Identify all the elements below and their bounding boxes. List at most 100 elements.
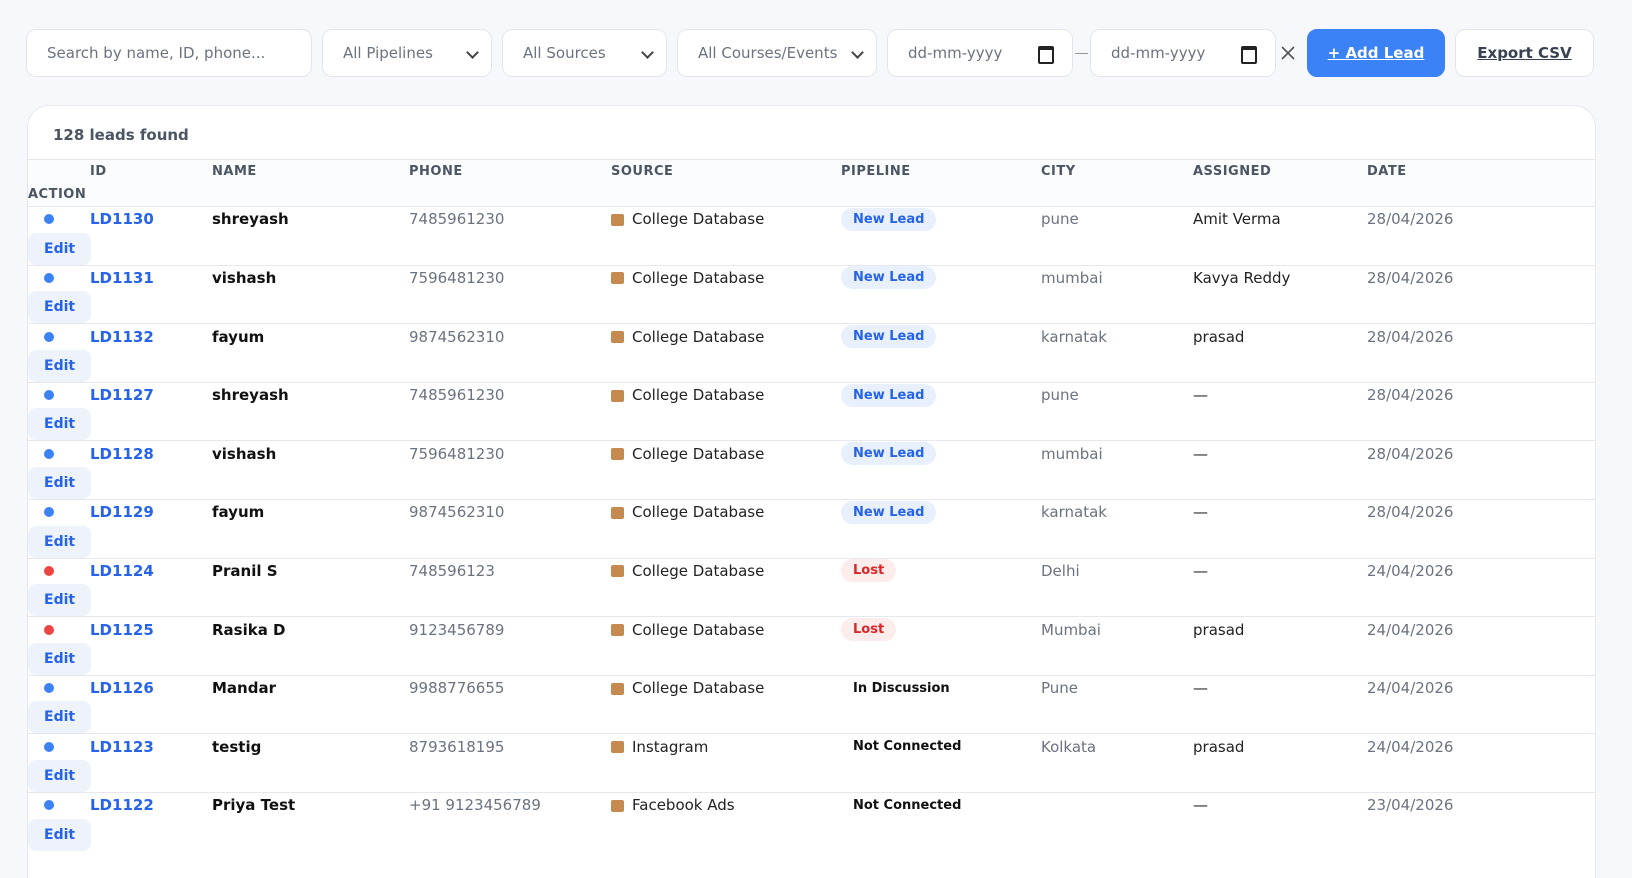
lead-id[interactable]: LD1125 — [90, 620, 154, 639]
assigned: Amit Verma — [1193, 210, 1281, 229]
search-input[interactable]: Search by name, ID, phone... — [26, 29, 312, 77]
lead-row: LD1132 fayum 9874562310 College Database New… — [28, 323, 1595, 383]
pipeline-select[interactable]: All Pipelines — [322, 29, 492, 77]
source-icon — [611, 331, 624, 344]
edit-button[interactable]: Edit — [28, 349, 92, 382]
phone: 9988776655 — [409, 679, 505, 698]
date: 28/04/2026 — [1367, 210, 1454, 229]
lead-id[interactable]: LD1127 — [90, 386, 154, 405]
source-icon — [611, 389, 624, 402]
column-header: CITY — [1041, 164, 1076, 179]
select-label: All Sources — [523, 44, 606, 62]
phone: 7596481230 — [409, 444, 505, 463]
edit-button[interactable]: Edit — [28, 818, 92, 851]
pipeline-cell: In Discussion — [841, 677, 1041, 700]
city: mumbai — [1041, 444, 1103, 463]
column-header: SOURCE — [611, 164, 674, 179]
pipeline-badge: In Discussion — [853, 680, 950, 696]
source-text: College Database — [632, 561, 765, 580]
source-icon — [611, 213, 624, 226]
lead-id[interactable]: LD1124 — [90, 561, 154, 580]
source: College Database — [611, 621, 841, 639]
lead-id[interactable]: LD1130 — [90, 210, 154, 229]
clear-dates[interactable] — [1280, 45, 1296, 61]
date-to[interactable]: dd-mm-yyyy — [1090, 29, 1276, 77]
assigned: prasad — [1193, 327, 1245, 346]
lead-name: vishash — [212, 268, 277, 287]
action-cell: Edit — [28, 701, 92, 734]
assigned: — — [1193, 561, 1208, 580]
edit-button[interactable]: Edit — [28, 760, 92, 793]
lead-row: LD1127 shreyash 7485961230 College Database… — [28, 381, 1595, 442]
edit-button[interactable]: Edit — [28, 467, 92, 500]
date-separator — [1075, 53, 1088, 54]
source-text: College Database — [632, 386, 765, 405]
pipeline-cell: Lost — [841, 618, 1041, 642]
edit-button[interactable]: Edit — [28, 584, 92, 617]
lead-name: shreyash — [212, 210, 289, 229]
lead-name: Priya Test — [212, 796, 296, 815]
lead-id[interactable]: LD1132 — [90, 327, 154, 346]
status-dot — [44, 624, 54, 635]
source: College Database — [611, 269, 841, 287]
action-cell: Edit — [28, 291, 92, 324]
city: pune — [1041, 210, 1079, 229]
select-label: All Courses/Events — [698, 44, 838, 62]
action-cell: Edit — [28, 642, 92, 675]
lead-id[interactable]: LD1131 — [90, 268, 154, 287]
source-text: Instagram — [632, 737, 709, 756]
source: College Database — [611, 445, 841, 463]
assigned: Kavya Reddy — [1193, 268, 1291, 287]
lead-id[interactable]: LD1126 — [90, 679, 154, 698]
edit-button[interactable]: Edit — [28, 291, 92, 324]
phone: 7485961230 — [409, 210, 505, 229]
lead-row: LD1128 vishash 7596481230 College Database N… — [28, 440, 1595, 500]
source: College Database — [611, 210, 841, 228]
source-icon — [611, 624, 624, 637]
add-lead-button[interactable]: + Add Lead — [1307, 29, 1445, 77]
action-cell: Edit — [28, 584, 92, 617]
course-select[interactable]: All Courses/Events — [677, 29, 877, 77]
pipeline-cell: New Lead — [841, 325, 1041, 349]
lead-row: LD1124 Pranil S 748596123 College Database L… — [28, 557, 1595, 618]
action-cell: Edit — [28, 408, 92, 441]
pipeline-cell: Lost — [841, 559, 1041, 583]
date: 24/04/2026 — [1367, 620, 1454, 639]
lead-name: testig — [212, 737, 262, 756]
assigned: prasad — [1193, 620, 1245, 639]
edit-button[interactable]: Edit — [28, 525, 92, 558]
source-select[interactable]: All Sources — [502, 29, 667, 77]
date-from[interactable]: dd-mm-yyyy — [887, 29, 1073, 77]
pipeline-cell: New Lead — [841, 500, 1041, 524]
date: 24/04/2026 — [1367, 737, 1454, 756]
pipeline-badge: New Lead — [841, 500, 937, 524]
lead-row: LD1130 shreyash 7485961230 College Database… — [28, 206, 1595, 266]
source: College Database — [611, 386, 841, 404]
assigned: — — [1193, 444, 1208, 463]
source: College Database — [611, 679, 841, 697]
source-icon — [611, 448, 624, 461]
leads-card: 128 leads found ID NAME PHONE SOURCE PIPELIN… — [27, 105, 1596, 878]
export-button[interactable]: Export CSV — [1455, 29, 1594, 77]
city: Mumbai — [1041, 620, 1101, 639]
pipeline-badge: New Lead — [841, 442, 937, 466]
edit-button[interactable]: Edit — [28, 408, 92, 441]
source-icon — [611, 506, 624, 519]
date-placeholder: dd-mm-yyyy — [908, 44, 1003, 62]
lead-id[interactable]: LD1128 — [90, 444, 154, 463]
edit-button[interactable]: Edit — [28, 232, 92, 265]
pipeline-cell: Not Connected — [841, 794, 1041, 817]
select-label: All Pipelines — [343, 44, 433, 62]
edit-button[interactable]: Edit — [28, 701, 92, 734]
pipeline-badge: New Lead — [841, 325, 937, 349]
phone: 9123456789 — [409, 620, 505, 639]
phone: 8793618195 — [409, 737, 505, 756]
lead-id[interactable]: LD1129 — [90, 503, 154, 522]
edit-button[interactable]: Edit — [28, 642, 92, 675]
status-dot — [44, 565, 54, 576]
assigned: — — [1193, 679, 1208, 698]
lead-id[interactable]: LD1122 — [90, 796, 154, 815]
lead-id[interactable]: LD1123 — [90, 737, 154, 756]
pipeline-badge: New Lead — [841, 207, 937, 231]
